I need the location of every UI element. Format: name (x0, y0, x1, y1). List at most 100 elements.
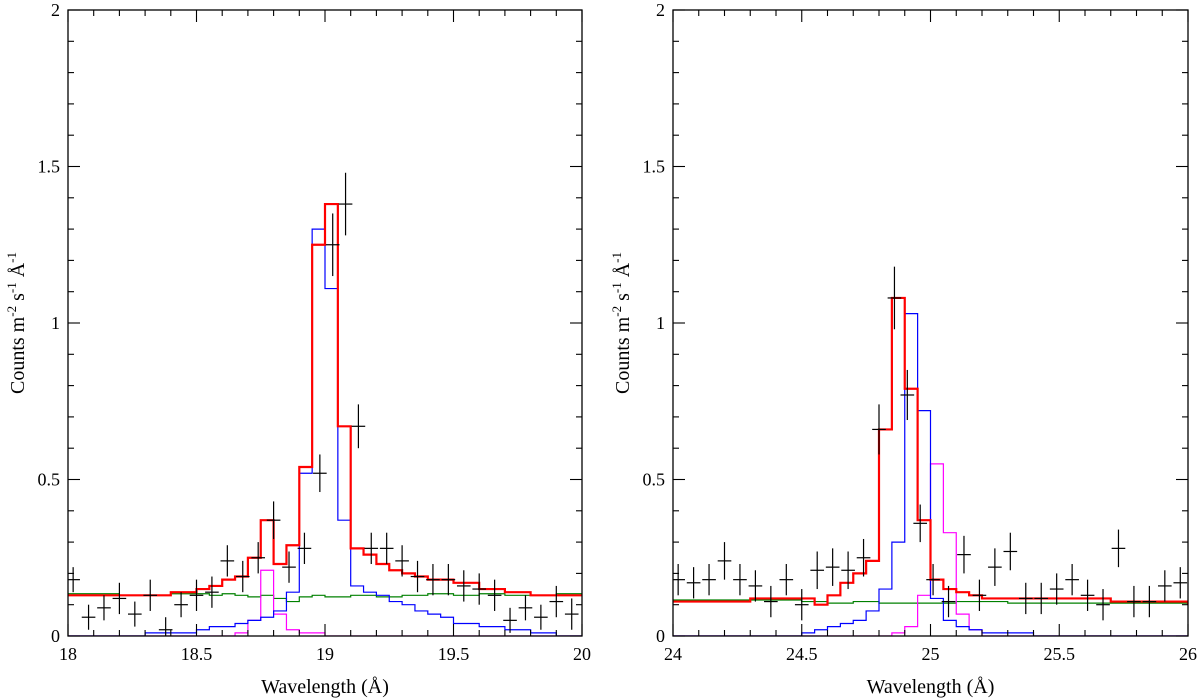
x-tick-label: 24.5 (786, 644, 818, 664)
data-point (426, 564, 440, 596)
y-axis-title: Counts m-2 s-1 Å-1 (609, 252, 634, 394)
y-axis-title-exponent: -1 (609, 252, 624, 263)
data-point (1173, 567, 1188, 599)
x-axis-title: Wavelength (Å) (261, 676, 389, 698)
data-point (825, 548, 840, 586)
data-point (1003, 532, 1018, 571)
data-point (941, 585, 956, 618)
data-point (1158, 570, 1172, 602)
y-tick-label: 1.5 (643, 157, 666, 177)
data-point (325, 213, 340, 277)
data-point (856, 538, 871, 577)
data-point (564, 598, 579, 630)
x-tick-label: 25.5 (1044, 644, 1076, 664)
data-point (456, 570, 471, 602)
y-tick-label: 0.5 (643, 470, 666, 490)
y-tick-label: 1.5 (38, 157, 61, 177)
data-point (1142, 585, 1157, 618)
y-axis-title: Counts m-2 s-1 Å-1 (4, 252, 29, 394)
broad-line-component-line (673, 313, 1188, 636)
data-point (1018, 582, 1033, 615)
data-point (549, 585, 564, 618)
y-axis-title-exponent: -1 (609, 282, 624, 293)
y-axis-title-part: Å (7, 262, 29, 282)
continuum-line (673, 599, 1188, 604)
data-point (112, 582, 127, 615)
data-point (251, 542, 265, 574)
data-point (1034, 582, 1049, 615)
data-point (988, 548, 1002, 586)
data-point (338, 172, 353, 236)
data-point (503, 607, 517, 633)
data-point (379, 532, 394, 565)
y-axis-title-part: Counts m (7, 316, 29, 394)
data-point (1127, 585, 1141, 618)
data-point (205, 576, 219, 608)
data-point (410, 560, 425, 593)
x-tick-label: 26 (1179, 644, 1197, 664)
data-point (441, 564, 456, 596)
data-point (913, 504, 928, 543)
y-tick-label: 0.5 (38, 470, 61, 490)
data-point (1049, 573, 1064, 605)
data-point (189, 579, 204, 611)
y-tick-label: 2 (656, 0, 665, 20)
y-axis-title-part: Å (612, 262, 634, 282)
data-point (972, 579, 987, 611)
y-axis-title-exponent: -1 (4, 252, 19, 263)
data-point (887, 266, 902, 330)
data-point (235, 560, 250, 593)
right-panel: 24 24.5 25 25.5 26 0 0.5 1 1.5 2 Wavelength (Å) Cou… (609, 0, 1197, 698)
x-tick-label: 19.5 (438, 644, 470, 664)
data-point (1080, 579, 1095, 611)
total-model-line (68, 202, 582, 597)
data-point (534, 604, 548, 630)
data-point (841, 551, 855, 590)
data-point (900, 369, 915, 421)
data-point (282, 551, 296, 583)
data-point (779, 564, 794, 596)
total-model-line (673, 296, 1188, 606)
data-point (764, 585, 778, 618)
data-point (717, 542, 732, 580)
data-point (733, 564, 747, 596)
data-point (686, 567, 701, 599)
y-tick-label: 0 (51, 626, 60, 646)
data-point (97, 595, 111, 621)
y-tick-label: 1 (656, 313, 665, 333)
data-point (794, 589, 809, 621)
data-point (313, 454, 327, 493)
data-point (1065, 564, 1079, 596)
data-point (957, 535, 971, 574)
data-point (748, 570, 763, 602)
data-point (220, 545, 235, 577)
x-axis-title: Wavelength (Å) (867, 676, 995, 698)
y-axis-title-part: s (7, 293, 29, 306)
data-point (487, 579, 502, 611)
data-point (1096, 589, 1110, 621)
data-point (702, 564, 716, 596)
x-tick-label: 25 (922, 644, 940, 664)
data-point (174, 592, 188, 618)
y-tick-label: 2 (51, 0, 60, 20)
y-axis-title-part: Counts m (612, 316, 634, 394)
x-tick-label: 18 (59, 644, 77, 664)
x-tick-label: 24 (664, 644, 682, 664)
x-tick-label: 19 (316, 644, 334, 664)
data-point (297, 532, 312, 565)
plot-frame (67, 9, 583, 637)
x-tick-label: 18.5 (181, 644, 213, 664)
data-point (518, 595, 533, 621)
y-axis-title-exponent: -2 (4, 306, 19, 317)
y-axis-title-part: s (612, 293, 634, 306)
data-point (143, 579, 158, 611)
y-axis-title-exponent: -1 (4, 282, 19, 293)
data-point (158, 617, 173, 636)
broad-line-component-line (68, 228, 582, 636)
data-point (810, 551, 825, 590)
data-point (364, 532, 379, 565)
narrow-line-component-line (68, 569, 582, 636)
data-point (926, 564, 940, 596)
y-tick-label: 0 (656, 626, 665, 646)
